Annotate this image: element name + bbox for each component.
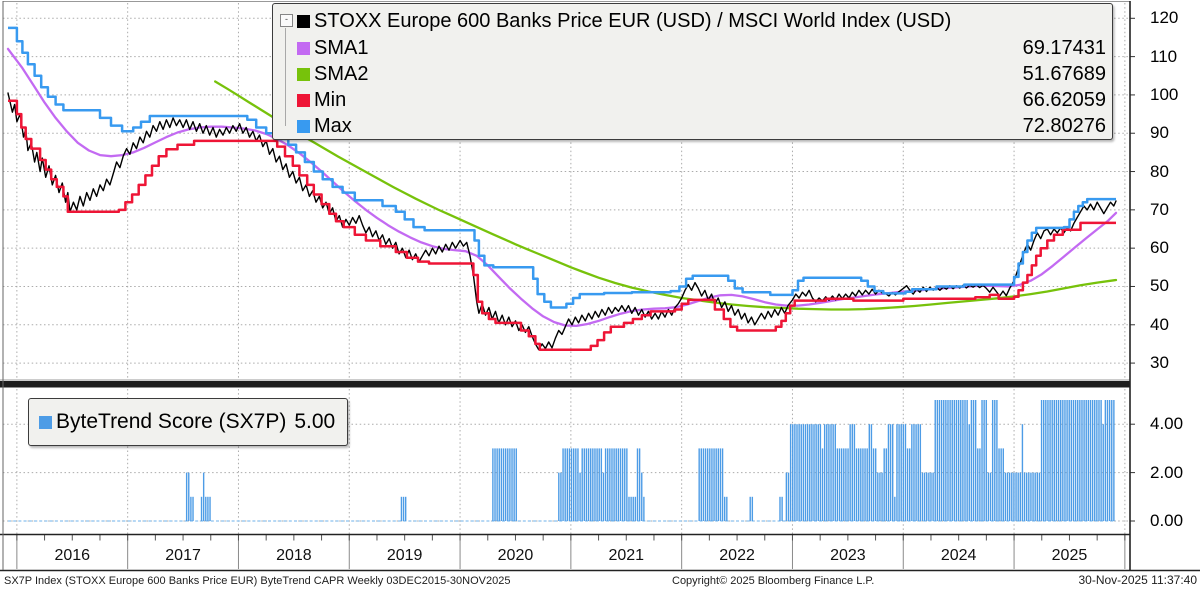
x-axis-year-2019: 2019: [386, 547, 423, 564]
bytetrend-swatch: [39, 415, 52, 429]
max-value: 72.80276: [1022, 115, 1106, 137]
price-series-swatch: [297, 14, 310, 28]
y-axis-bottom-tick-4.00: 4.00: [1150, 414, 1184, 434]
y-axis-top-tick-40: 40: [1150, 314, 1169, 334]
bytetrend-legend[interactable]: ByteTrend Score (SX7P) 5.00: [28, 398, 348, 446]
y-axis-top-tick-80: 80: [1150, 161, 1169, 181]
y-axis-top-tick-50: 50: [1150, 276, 1169, 296]
x-axis-year-2024: 2024: [940, 547, 977, 564]
x-axis-year-2016: 2016: [54, 547, 91, 564]
price-panel-legend: - STOXX Europe 600 Banks Price EUR (USD)…: [272, 3, 1113, 140]
sma2-value: 51.67689: [1022, 63, 1106, 85]
max-label: Max: [314, 115, 352, 137]
x-axis-year-2023: 2023: [830, 547, 866, 564]
min-label: Min: [314, 89, 347, 111]
max-swatch: [297, 119, 310, 133]
footer-timestamp: 30-Nov-2025 11:37:40: [1078, 573, 1197, 587]
y-axis-top-tick-70: 70: [1150, 199, 1169, 219]
bytetrend-label: ByteTrend Score (SX7P): [56, 410, 287, 433]
y-axis-top-tick-120: 120: [1150, 8, 1179, 28]
y-axis-top-tick-100: 100: [1150, 84, 1179, 104]
x-axis-year-2021: 2021: [608, 547, 645, 564]
footer-description: SX7P Index (STOXX Europe 600 Banks Price…: [4, 575, 511, 587]
x-axis-year-2022: 2022: [719, 547, 755, 564]
y-axis-bottom-tick-2.00: 2.00: [1150, 462, 1184, 482]
legend-collapse-icon[interactable]: -: [280, 14, 293, 27]
sma1-value: 69.17431: [1022, 37, 1106, 59]
legend-tree-line: [285, 28, 286, 126]
y-axis-top-tick-110: 110: [1150, 46, 1178, 66]
y-axis-bottom-tick-0.00: 0.00: [1150, 511, 1184, 530]
price-series-title: STOXX Europe 600 Banks Price EUR (USD) /…: [314, 10, 952, 32]
y-axis-top-tick-90: 90: [1150, 123, 1169, 143]
footer-copyright: Copyright© 2025 Bloomberg Finance L.P.: [672, 575, 875, 587]
x-axis-year-2020: 2020: [497, 547, 534, 564]
x-axis-year-2017: 2017: [165, 547, 201, 564]
min-swatch: [297, 93, 310, 107]
legend-item-sma2[interactable]: SMA2 51.67689: [297, 61, 1106, 87]
sma2-swatch: [297, 67, 310, 81]
y-axis-top-tick-30: 30: [1150, 353, 1169, 373]
legend-item-min[interactable]: Min 66.62059: [297, 87, 1106, 113]
legend-item-price[interactable]: STOXX Europe 600 Banks Price EUR (USD) /…: [297, 7, 1106, 35]
sma1-label: SMA1: [314, 37, 369, 59]
sma2-label: SMA2: [314, 63, 369, 85]
min-value: 66.62059: [1022, 89, 1106, 111]
legend-item-sma1[interactable]: SMA1 69.17431: [297, 35, 1106, 61]
y-axis-top-tick-60: 60: [1150, 238, 1169, 258]
sma1-swatch: [297, 41, 310, 55]
bytetrend-value: 5.00: [294, 410, 336, 433]
legend-item-max[interactable]: Max 72.80276: [297, 113, 1106, 139]
x-axis-year-2025: 2025: [1051, 547, 1088, 564]
x-axis-year-2018: 2018: [276, 547, 312, 564]
